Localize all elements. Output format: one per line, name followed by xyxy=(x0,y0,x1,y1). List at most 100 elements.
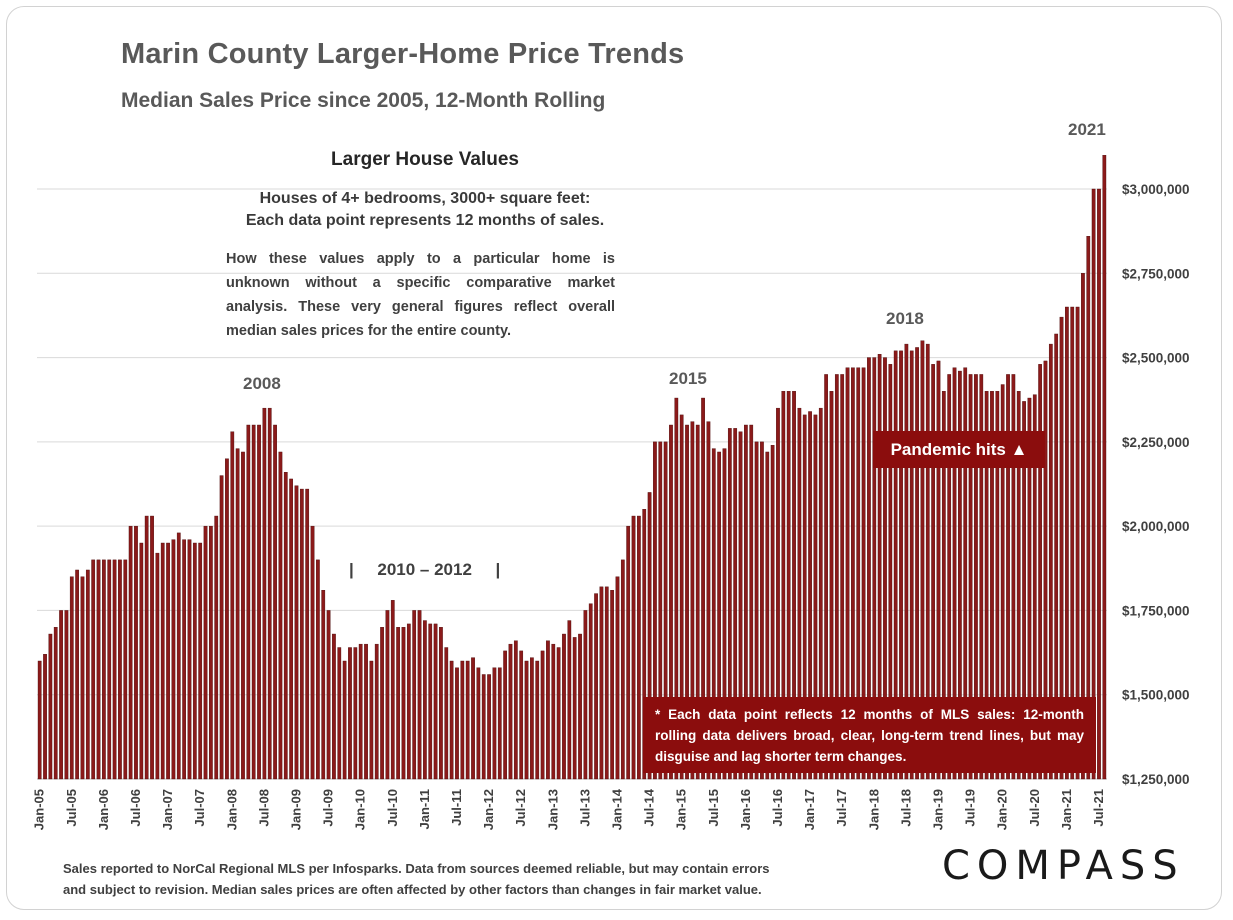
y-tick-label: $3,000,000 xyxy=(1122,182,1190,197)
bar xyxy=(481,674,486,780)
info-box-title: Larger House Values xyxy=(331,149,519,170)
y-tick-label: $2,750,000 xyxy=(1122,266,1190,281)
bar xyxy=(620,559,625,780)
bar xyxy=(631,515,636,780)
bar xyxy=(176,532,181,780)
bars xyxy=(37,155,1107,780)
x-axis-ticks: Jan-05 Jul-05 Jan-06 Jul-06 Jan-07 Jul-07 Jan-… xyxy=(32,788,1106,830)
label-2018: 2018 xyxy=(886,309,924,328)
bar xyxy=(770,445,775,780)
bar xyxy=(562,633,566,780)
bar xyxy=(1027,397,1032,780)
bar xyxy=(744,424,748,780)
bar xyxy=(530,657,534,780)
bar xyxy=(85,569,90,780)
x-tick-label: Jul-19 xyxy=(963,789,978,827)
x-tick-label: Jan-13 xyxy=(545,789,560,830)
bar xyxy=(273,424,277,780)
bar xyxy=(781,391,786,780)
bar xyxy=(107,559,112,780)
bar xyxy=(444,647,449,780)
bar xyxy=(610,590,614,780)
label-2008: 2008 xyxy=(243,374,281,393)
bar xyxy=(80,576,85,780)
bar xyxy=(299,488,304,780)
bar xyxy=(449,660,454,780)
bar xyxy=(674,397,679,780)
label-2015: 2015 xyxy=(669,369,707,388)
bar xyxy=(144,515,149,780)
bar xyxy=(572,637,577,780)
bar xyxy=(96,559,101,780)
bar xyxy=(765,451,770,780)
bar xyxy=(893,350,898,780)
bar xyxy=(214,515,219,780)
bar xyxy=(1086,235,1091,780)
bar xyxy=(471,657,475,780)
bar xyxy=(786,391,791,780)
bar xyxy=(225,458,229,780)
y-tick-label: $2,000,000 xyxy=(1122,519,1190,534)
x-tick-label: Jan-21 xyxy=(1059,789,1074,830)
bar xyxy=(1011,374,1016,780)
bar xyxy=(374,643,379,780)
info-box-subtitle: Houses of 4+ bedrooms, 3000+ square feet… xyxy=(224,188,626,232)
bar xyxy=(1006,374,1010,780)
x-tick-label: Jan-19 xyxy=(931,789,946,830)
bar xyxy=(567,620,572,780)
bar xyxy=(958,370,962,780)
bar xyxy=(915,347,919,780)
bar xyxy=(1097,188,1101,780)
bar xyxy=(588,603,593,780)
bar xyxy=(706,421,711,780)
bar xyxy=(968,374,973,780)
bar xyxy=(974,374,978,780)
x-tick-label: Jan-15 xyxy=(674,789,689,830)
bar xyxy=(851,367,855,780)
bar xyxy=(497,667,502,780)
x-tick-label: Jul-11 xyxy=(449,789,464,826)
x-tick-label: Jan-14 xyxy=(610,788,625,830)
y-axis-ticks: $1,250,000 $1,500,000 $1,750,000 $2,000,000… xyxy=(1122,182,1190,787)
bar xyxy=(182,539,186,780)
bar xyxy=(102,559,106,780)
bar xyxy=(476,667,481,780)
bar xyxy=(556,647,561,780)
x-tick-label: Jan-11 xyxy=(417,789,432,829)
bar xyxy=(1054,333,1059,780)
bar xyxy=(925,343,930,780)
bar xyxy=(834,374,839,780)
x-tick-label: Jan-05 xyxy=(32,789,47,830)
bar xyxy=(583,610,588,780)
bar xyxy=(267,407,272,780)
bar xyxy=(813,414,818,780)
bar xyxy=(1016,391,1021,780)
bar xyxy=(722,448,727,780)
bar xyxy=(417,610,422,780)
bar xyxy=(219,475,224,780)
y-tick-label: $1,750,000 xyxy=(1122,603,1190,618)
bar xyxy=(524,660,529,780)
bar xyxy=(369,660,374,780)
bar xyxy=(604,586,609,780)
rolling-data-note: * Each data point reflects 12 months of … xyxy=(643,697,1096,773)
bar xyxy=(332,633,336,780)
bar xyxy=(310,525,315,780)
bar xyxy=(1075,306,1080,780)
bar xyxy=(535,660,540,780)
bar xyxy=(235,448,240,780)
y-tick-label: $1,500,000 xyxy=(1122,688,1190,703)
bar xyxy=(1032,394,1037,780)
x-tick-label: Jul-13 xyxy=(577,789,592,827)
bar xyxy=(663,441,668,780)
bar xyxy=(326,610,331,780)
footer-line2: and subject to revision. Median sales pr… xyxy=(63,882,762,897)
compass-logo: COMPASS xyxy=(942,843,1185,889)
bar xyxy=(465,660,470,780)
bar xyxy=(503,650,507,780)
x-tick-label: Jul-18 xyxy=(898,789,913,827)
bar xyxy=(460,660,465,780)
bar xyxy=(187,539,192,780)
label-2021: 2021 xyxy=(1068,120,1106,139)
bar xyxy=(342,660,347,780)
